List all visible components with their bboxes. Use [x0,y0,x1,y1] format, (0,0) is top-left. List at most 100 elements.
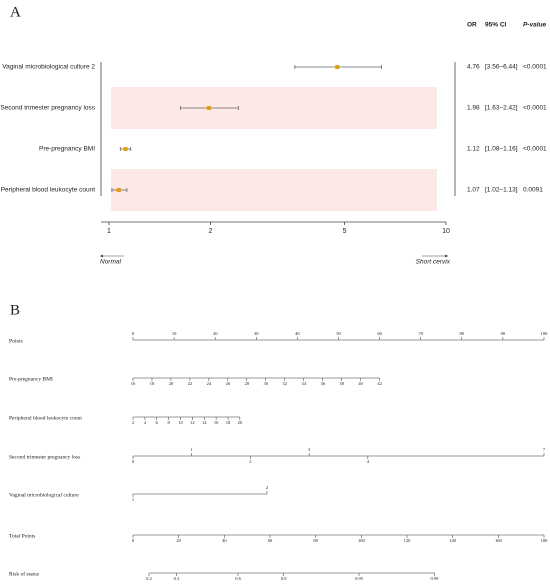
scale-tick-label: 1 [191,447,193,452]
point [335,65,340,69]
scale-tick-label: 20 [238,420,243,425]
scale-tick-label: 60 [268,538,273,543]
scale-tick-label: 10 [172,331,177,336]
scale-tick-label: 24 [207,381,212,386]
scale-tick-label: 80 [460,331,465,336]
scale-name: Peripheral blood leukocyte count [9,415,82,421]
scale-tick-label: 160 [495,538,503,543]
column-header: 95% CI [485,22,507,29]
row-label: Second trimester pregnancy loss [0,105,95,112]
or-value: 4.76 [467,64,480,71]
scale-tick-label: 0 [132,331,135,336]
scale-name: Risk of status [9,570,39,577]
scale-tick-label: 80 [313,538,318,543]
row-shade [111,87,437,129]
scale-tick-label: 40 [295,331,300,336]
ci-value: [1.08–1.16] [485,146,518,153]
scale-tick-label: 38 [339,381,344,386]
row-label: Pre-pregnancy BMI [39,146,95,153]
row-label: Vaginal microbiological culture 2 [2,64,95,71]
scale-name: Vaginal microbiological culture [9,492,79,498]
scale-tick-label: 180 [541,538,549,543]
x-tick-label: 2 [208,228,212,235]
column-header: P-value [523,22,547,29]
scale-tick-label: 10 [178,420,183,425]
scale-name: Second trimester pregnancy loss [9,454,80,460]
p-value: <0.0001 [523,105,547,112]
scale-tick-label: 0.6 [235,576,241,581]
scale-tick-label: 36 [320,381,325,386]
scale-tick-label: 26 [226,381,231,386]
scale-tick-label: 1 [132,497,134,502]
or-value: 1.07 [467,187,480,194]
scale-tick-label: 0.95 [355,576,364,581]
scale-tick-label: 28 [245,381,250,386]
or-value: 1.12 [467,146,480,153]
scale-tick-label: 4 [144,420,147,425]
scale-tick-label: 40 [358,381,363,386]
scale-tick-label: 0.99 [430,576,439,581]
panel-label: B [10,302,20,318]
scale-tick-label: 2 [266,485,268,490]
arrow-head [100,254,103,258]
scale-tick-label: 32 [283,381,288,386]
scale-tick-label: 100 [358,538,366,543]
panel-label: A [10,4,21,20]
scale-tick-label: 40 [222,538,227,543]
scale-tick-label: 120 [404,538,412,543]
scale-tick-label: 20 [176,538,181,543]
ci-value: [1.63–2.42] [485,105,518,112]
scale-tick-label: 60 [377,331,382,336]
scale-tick-label: 0 [132,459,135,464]
x-label-right: Short cervix [416,259,451,266]
scale-tick-label: 30 [254,331,259,336]
scale-tick-label: 16 [131,381,136,386]
scale-tick-label: 0.3 [174,576,180,581]
scale-tick-label: 2 [132,420,134,425]
scale-tick-label: 50 [336,331,341,336]
scale-tick-label: 6 [156,420,159,425]
scale-tick-label: 7 [543,447,546,452]
x-tick-label: 1 [107,228,111,235]
scale-tick-label: 20 [213,331,218,336]
scale-tick-label: 0.8 [281,576,287,581]
scale-tick-label: 42 [377,381,382,386]
row-shade [111,169,437,211]
row-label: Peripheral blood leukocyte count [1,187,96,194]
scale-tick-label: 0 [132,538,135,543]
p-value: <0.0001 [523,64,547,71]
scale-tick-label: 12 [190,420,195,425]
scale-tick-label: 16 [214,420,219,425]
scale-name: Points [9,338,23,344]
x-tick-label: 5 [343,228,347,235]
scale-tick-label: 0.2 [146,576,152,581]
x-tick-label: 10 [442,228,450,235]
scale-tick-label: 70 [418,331,423,336]
x-label-left: Normal [100,259,122,266]
scale-tick-label: 22 [188,381,193,386]
scale-tick-label: 30 [264,381,269,386]
scale-tick-label: 18 [150,381,155,386]
point [123,147,128,151]
scale-name: Pre-pregnancy BMI [9,376,53,382]
scale-tick-label: 2 [249,459,251,464]
ci-value: [1.02–1.13] [485,187,518,194]
ci-value: [3.56–6.44] [485,64,518,71]
point [116,188,121,192]
p-value: <0.0001 [523,146,547,153]
scale-tick-label: 140 [449,538,457,543]
scale-tick-label: 4 [367,459,370,464]
arrow-head [445,254,448,258]
scale-tick-label: 100 [541,331,549,336]
or-value: 1.98 [467,105,480,112]
column-header: OR [467,22,477,29]
scale-tick-label: 3 [308,447,311,452]
scale-tick-label: 14 [202,420,207,425]
scale-tick-label: 18 [226,420,231,425]
scale-tick-label: 20 [169,381,174,386]
p-value: 0.0091 [523,187,543,194]
point [206,106,211,110]
scale-name: Total Points [9,533,35,539]
scale-tick-label: 8 [167,420,170,425]
